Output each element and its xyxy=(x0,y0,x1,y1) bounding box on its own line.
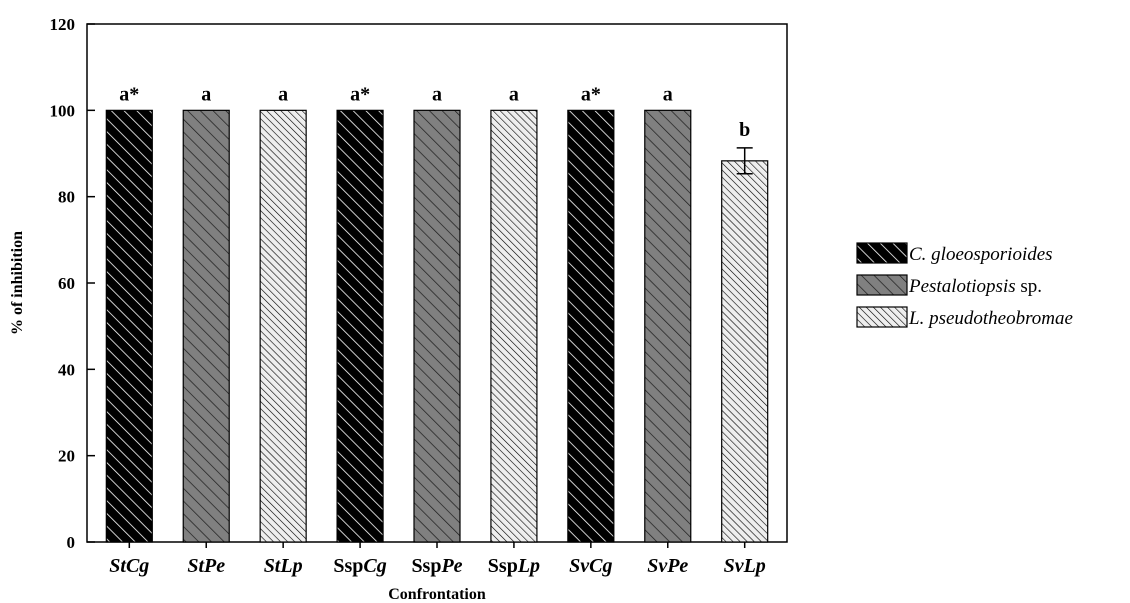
significance-label: a xyxy=(663,83,673,105)
label-part: StLp xyxy=(264,555,303,577)
y-axis-title: % of inhibition xyxy=(9,231,26,335)
legend: C. gloeosporioides Pestalotiopsis sp. L. p… xyxy=(856,242,1073,329)
label-part: Cg xyxy=(363,555,386,577)
y-tick-label: 80 xyxy=(58,188,75,207)
y-tick-label: 100 xyxy=(50,101,76,120)
label-part: Ssp xyxy=(411,555,441,577)
significance-label: a xyxy=(201,83,211,105)
bars-group: a* a a a* a a a* a b xyxy=(105,83,769,543)
legend-label: C. gloeosporioides xyxy=(909,244,1053,265)
bar xyxy=(105,109,153,543)
y-tick-label: 40 xyxy=(58,360,75,379)
x-axis: StCg StPe StLp SspCg SspPe SspLp SvCg SvPe SvLp xyxy=(109,542,766,577)
legend-swatch xyxy=(856,242,908,264)
label-part: Pestalotiopsis xyxy=(908,276,1016,297)
category-label: SvLp xyxy=(724,555,766,577)
label-part: SvLp xyxy=(724,555,766,577)
category-label: StPe xyxy=(187,555,225,577)
y-tick-label: 120 xyxy=(50,15,76,34)
category-label: SspLp xyxy=(488,555,540,577)
label-part: SvCg xyxy=(569,555,612,577)
category-label: StLp xyxy=(264,555,303,577)
y-tick-label: 0 xyxy=(67,533,76,552)
label-part: Ssp xyxy=(333,555,363,577)
y-axis: 0 20 40 60 80 100 120 xyxy=(50,15,95,552)
x-axis-title: Confrontation xyxy=(388,586,486,603)
significance-label: a* xyxy=(119,83,139,105)
bar xyxy=(413,109,461,543)
label-part: sp. xyxy=(1016,276,1042,297)
bar xyxy=(259,109,307,543)
bar xyxy=(567,109,615,543)
legend-swatch xyxy=(856,306,908,328)
bar xyxy=(490,109,538,543)
y-tick-label: 60 xyxy=(58,274,75,293)
category-label: StCg xyxy=(109,555,149,577)
label-part: StPe xyxy=(187,555,225,577)
significance-label: a xyxy=(278,83,288,105)
category-label: SvCg xyxy=(569,555,612,577)
legend-swatch xyxy=(856,274,908,296)
label-part: Pe xyxy=(440,555,462,577)
significance-label: a xyxy=(509,83,519,105)
label-part: C. gloeosporioides xyxy=(909,244,1053,265)
legend-label: Pestalotiopsis sp. xyxy=(908,276,1042,297)
label-part: Lp xyxy=(517,555,540,577)
label-part: L. pseudotheobromae xyxy=(908,308,1073,329)
category-label: SvPe xyxy=(647,555,688,577)
bar xyxy=(336,109,384,543)
legend-label: L. pseudotheobromae xyxy=(908,308,1073,329)
bar xyxy=(182,109,230,543)
significance-label: a* xyxy=(350,83,370,105)
significance-label: a xyxy=(432,83,442,105)
label-part: Ssp xyxy=(488,555,518,577)
significance-label: a* xyxy=(581,83,601,105)
category-label: SspCg xyxy=(333,555,386,577)
significance-label: b xyxy=(739,119,750,141)
bar xyxy=(721,160,769,543)
y-tick-label: 20 xyxy=(58,447,75,466)
category-label: SspPe xyxy=(411,555,462,577)
bar xyxy=(644,109,692,543)
label-part: SvPe xyxy=(647,555,688,577)
label-part: StCg xyxy=(109,555,149,577)
